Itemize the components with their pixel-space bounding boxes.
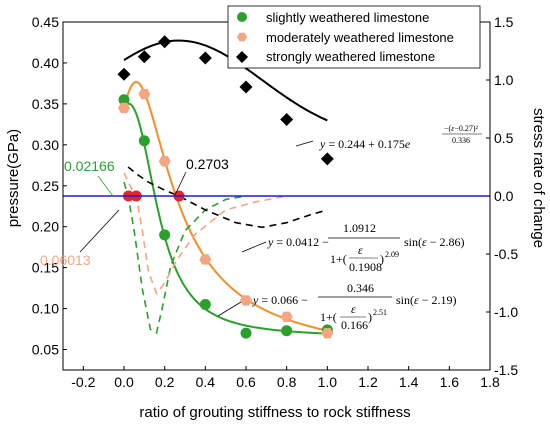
- point-slightly: [199, 298, 211, 310]
- y-left-tick-label: 0.35: [32, 96, 59, 112]
- y-right-tick-label: 1.0: [494, 72, 514, 88]
- x-tick-label: 0.8: [277, 374, 297, 390]
- equation-moderately-k: 0.1908: [349, 260, 382, 274]
- equation-moderately-arrow: [241, 241, 267, 253]
- x-tick-label: 0.4: [196, 374, 216, 390]
- x-tick-label: 0.2: [155, 374, 175, 390]
- equation-slightly-sin: sin(ε − 2.19): [396, 293, 457, 307]
- x-axis-label: ratio of grouting stiffness to rock stif…: [139, 404, 410, 421]
- point-moderately: [240, 295, 252, 306]
- equation-moderately-num: 1.0912: [343, 221, 376, 235]
- x-tick-label: 1.2: [358, 374, 378, 390]
- rate-curve-slightly: [123, 181, 247, 335]
- y-left-tick-label: 0.20: [32, 219, 59, 235]
- y-left-tick-label: 0.30: [32, 137, 59, 153]
- x-tick-label: 0.0: [114, 374, 134, 390]
- point-strongly: [198, 51, 212, 65]
- legend-label-moderately: moderately weathered limestone: [266, 30, 454, 45]
- equation-moderately: y = 0.0412 − 1.0912 1+( ε 0.1908 ) 2.09 …: [241, 221, 465, 274]
- y-axis-right-label: stress rate of change: [530, 108, 547, 248]
- point-moderately: [199, 254, 212, 265]
- equation-moderately-den: 1+(: [330, 252, 347, 266]
- y-right-tick-label: 0.0: [494, 188, 514, 204]
- equation-moderately-eps: ε: [358, 243, 363, 257]
- y-left-tick-label: 0.45: [32, 14, 59, 30]
- equation-slightly-eps: ε: [351, 302, 356, 316]
- equation-strongly-exp-num: −(ε−0.27)²: [444, 124, 479, 133]
- point-strongly: [158, 35, 172, 49]
- point-moderately: [118, 102, 130, 114]
- arrow-intersection-moderately: [79, 209, 120, 253]
- equation-strongly-text: y = 0.244 + 0.175e: [319, 137, 411, 151]
- y-left-tick-label: 0.05: [32, 342, 59, 358]
- point-strongly: [137, 50, 151, 64]
- rate-curve-moderately: [123, 172, 287, 296]
- legend-box: [227, 5, 481, 69]
- fitted-curves: [123, 39, 328, 335]
- y-axis-left-label: pressure(GPa): [5, 129, 22, 227]
- equation-slightly-arrow: [217, 301, 242, 317]
- equation-moderately-lhs: y = 0.0412 −: [267, 235, 329, 249]
- x-tick-label: 1.6: [440, 374, 460, 390]
- y-right-tick-label: -1.0: [494, 304, 518, 320]
- x-tick-label: 0.6: [236, 374, 256, 390]
- legend-label-strongly: strongly weathered limestone: [266, 49, 435, 64]
- equation-slightly-k: 0.166: [341, 318, 368, 332]
- x-tick-label: 1.4: [399, 374, 419, 390]
- point-slightly: [138, 135, 150, 147]
- fit-curve-strongly: [123, 39, 328, 122]
- point-moderately: [321, 327, 334, 339]
- equation-slightly-close: ): [368, 310, 372, 324]
- y-right-tick-label: 1.5: [494, 14, 514, 30]
- point-slightly: [281, 325, 293, 337]
- point-slightly: [240, 327, 252, 339]
- legend-marker-strongly: [236, 51, 248, 63]
- label-intersection-moderately: 0.06013: [40, 252, 91, 268]
- y-left-tick-label: 0.25: [32, 178, 59, 194]
- y-left-tick-label: 0.15: [32, 260, 59, 276]
- equation-slightly-den: 1+(: [320, 310, 337, 324]
- point-strongly: [320, 152, 334, 166]
- point-slightly: [159, 229, 171, 241]
- point-strongly: [239, 80, 253, 94]
- equation-slightly-num: 0.346: [347, 281, 374, 295]
- y-right-tick-label: -1.5: [494, 362, 518, 378]
- equation-strongly-arrow: [295, 140, 314, 147]
- point-moderately: [158, 156, 171, 167]
- y-right-tick-label: -0.5: [494, 246, 518, 262]
- legend: slightly weathered limestone moderately …: [227, 5, 481, 69]
- point-moderately: [138, 88, 151, 100]
- equation-slightly-pow: 2.51: [373, 308, 387, 317]
- point-strongly: [280, 112, 294, 126]
- legend-marker-moderately: [237, 32, 247, 42]
- y-left-tick-label: 0.10: [32, 301, 59, 317]
- point-slightly: [118, 94, 130, 106]
- label-intersection-strongly: 0.2703: [186, 156, 229, 172]
- arrow-intersection-strongly: [174, 171, 187, 196]
- point-moderately: [280, 311, 293, 322]
- legend-label-slightly: slightly weathered limestone: [266, 10, 429, 25]
- arrow-intersection-slightly: [97, 175, 114, 197]
- label-intersection-slightly: 0.02166: [64, 158, 115, 174]
- data-markers: [117, 35, 334, 339]
- x-tick-label: -0.2: [71, 374, 95, 390]
- x-tick-label: 1.8: [480, 374, 500, 390]
- fit-curve-slightly: [123, 102, 328, 335]
- equation-strongly: y = 0.244 + 0.175e −(ε−0.27)² 0.336: [295, 124, 482, 151]
- equation-strongly-exp-den: 0.336: [452, 136, 470, 145]
- x-tick-label: 1.0: [318, 374, 338, 390]
- equation-slightly-lhs: y = 0.066 −: [252, 293, 308, 307]
- equation-slightly: y = 0.066 − 0.346 1+( ε 0.166 ) 2.51 sin…: [217, 281, 457, 332]
- y-left-tick-label: 0.40: [32, 55, 59, 71]
- equation-moderately-pow: 2.09: [385, 250, 399, 259]
- y-right-tick-label: 0.5: [494, 130, 514, 146]
- point-strongly: [117, 67, 131, 81]
- axis-ticks: -0.2 0.0 0.2 0.4 0.6 0.8 1.0 1.2 1.4 1.6 1.8 0.05 0.…: [32, 14, 519, 390]
- legend-marker-slightly: [237, 12, 247, 22]
- fit-curve-moderately: [123, 80, 328, 332]
- equation-moderately-sin: sin(ε − 2.86): [404, 235, 465, 249]
- rate-curve-strongly: [127, 166, 328, 229]
- equation-moderately-close: ): [380, 252, 384, 266]
